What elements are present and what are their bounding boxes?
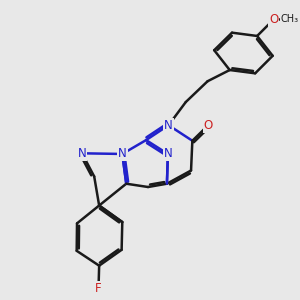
Text: N: N bbox=[78, 147, 86, 160]
Text: N: N bbox=[118, 148, 127, 160]
Text: O: O bbox=[269, 13, 278, 26]
Text: N: N bbox=[164, 148, 172, 160]
Text: O: O bbox=[204, 119, 213, 132]
Text: F: F bbox=[95, 282, 102, 295]
Text: N: N bbox=[164, 119, 173, 132]
Text: CH₃: CH₃ bbox=[281, 14, 299, 24]
